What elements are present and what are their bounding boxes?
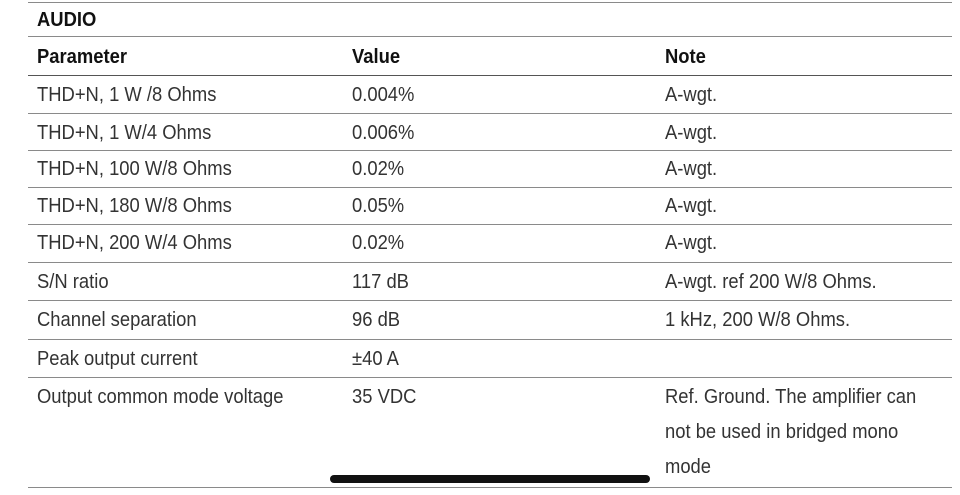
note-cell: A-wgt.	[665, 84, 718, 106]
parameter-cell: Channel separation	[37, 309, 197, 331]
table-top-rule	[28, 2, 952, 3]
row-divider	[28, 300, 952, 301]
column-header-value: Value	[352, 46, 401, 68]
parameter-cell: Output common mode voltage	[37, 386, 284, 408]
column-header-note: Note	[665, 46, 706, 68]
value-cell: ±40 A	[352, 348, 399, 370]
table-bottom-rule	[28, 487, 952, 488]
row-divider	[28, 262, 952, 263]
value-cell: 0.006%	[352, 122, 415, 144]
row-divider	[28, 339, 952, 340]
value-cell: 0.05%	[352, 195, 405, 217]
row-divider	[28, 113, 952, 114]
row-divider	[28, 187, 952, 188]
value-cell: 96 dB	[352, 309, 401, 331]
note-cell: A-wgt.	[665, 232, 718, 254]
parameter-cell: THD+N, 1 W/4 Ohms	[37, 122, 212, 144]
note-cell: A-wgt.	[665, 158, 718, 180]
parameter-cell: THD+N, 180 W/8 Ohms	[37, 195, 232, 217]
value-cell: 0.02%	[352, 232, 405, 254]
row-divider	[28, 377, 952, 378]
value-cell: 117 dB	[352, 271, 409, 293]
parameter-cell: S/N ratio	[37, 271, 109, 293]
column-header-parameter: Parameter	[37, 46, 128, 68]
parameter-cell: THD+N, 200 W/4 Ohms	[37, 232, 232, 254]
note-cell: Ref. Ground. The amplifier can not be us…	[665, 386, 917, 478]
value-cell: 0.02%	[352, 158, 405, 180]
header-rule	[28, 75, 952, 76]
note-cell: A-wgt. ref 200 W/8 Ohms.	[665, 271, 877, 293]
parameter-cell: THD+N, 1 W /8 Ohms	[37, 84, 217, 106]
section-title: AUDIO	[37, 9, 97, 31]
section-rule	[28, 36, 952, 37]
note-cell: A-wgt.	[665, 122, 718, 144]
value-cell: 0.004%	[352, 84, 415, 106]
row-divider	[28, 224, 952, 225]
note-cell: 1 kHz, 200 W/8 Ohms.	[665, 309, 851, 331]
home-indicator[interactable]	[330, 475, 650, 483]
row-divider	[28, 150, 952, 151]
parameter-cell: Peak output current	[37, 348, 198, 370]
note-cell: A-wgt.	[665, 195, 718, 217]
parameter-cell: THD+N, 100 W/8 Ohms	[37, 158, 232, 180]
value-cell: 35 VDC	[352, 386, 417, 408]
